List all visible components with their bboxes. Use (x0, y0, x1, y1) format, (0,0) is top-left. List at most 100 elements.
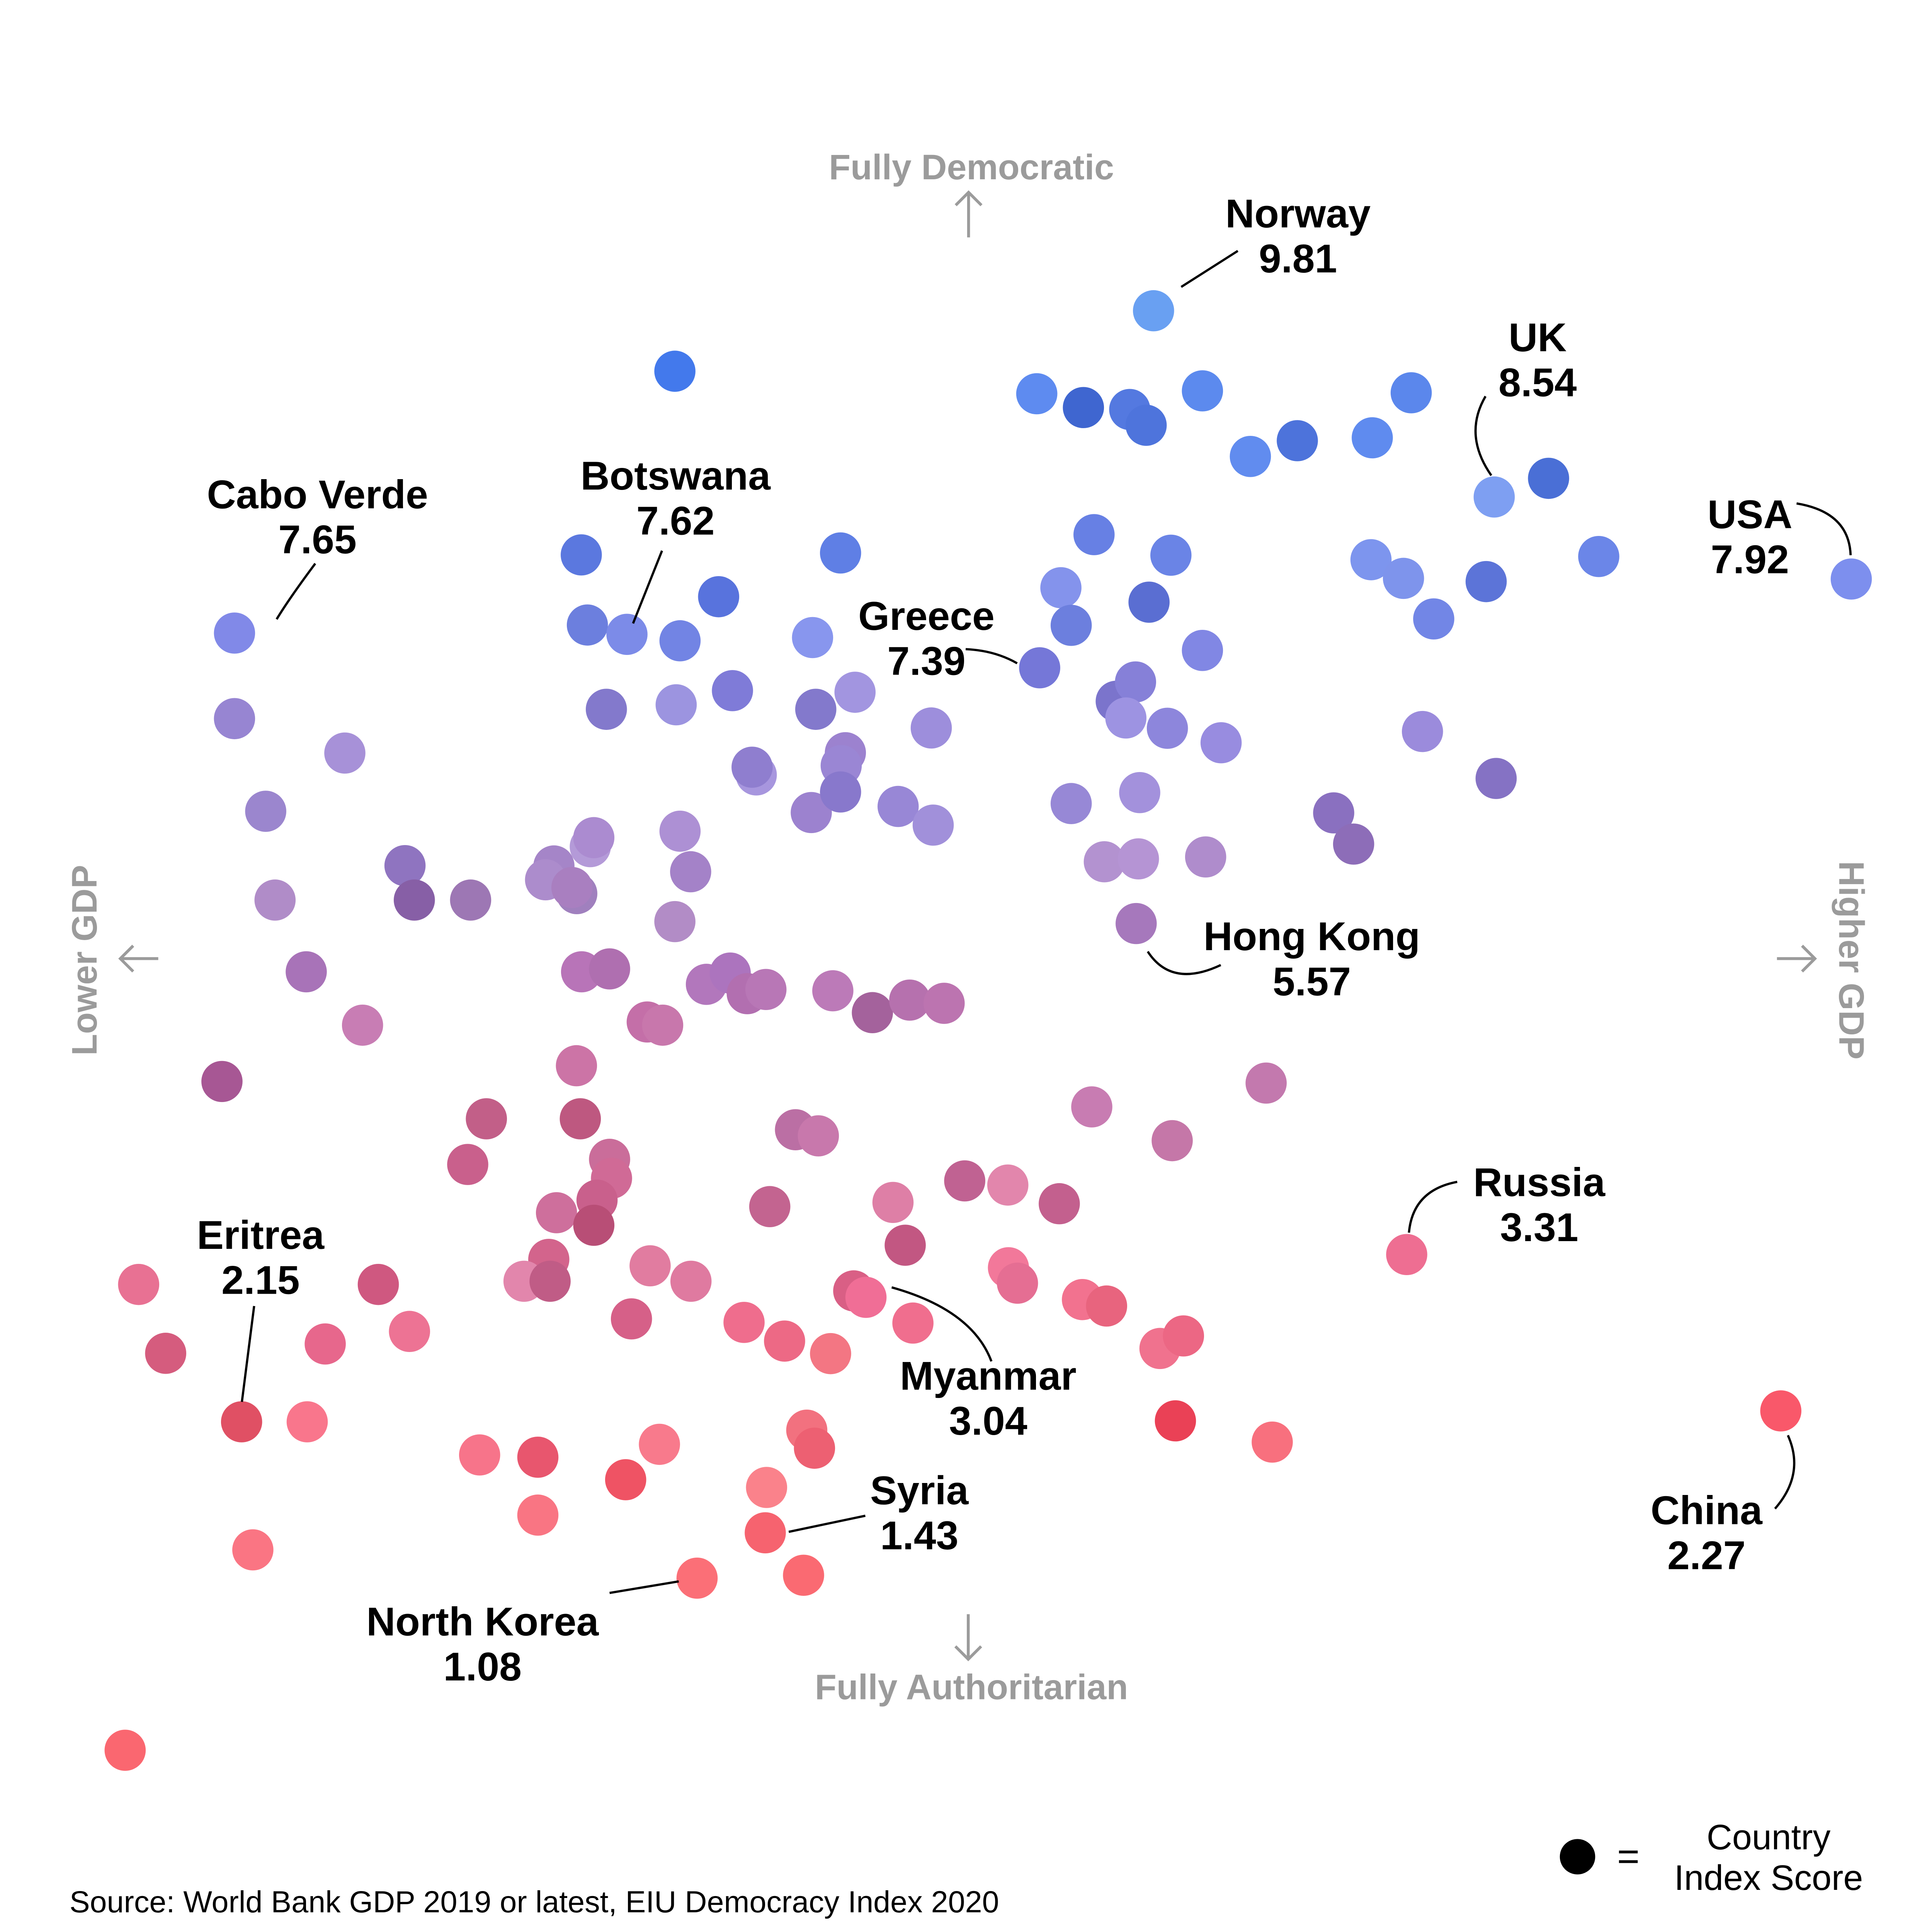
leader-line-cabo-verde (276, 563, 316, 620)
leader-line-north-korea (609, 1580, 679, 1594)
leader-line-greece (966, 648, 1018, 665)
country-dot (1760, 1390, 1802, 1432)
country-dot (745, 969, 787, 1010)
annotation-score-botswana: 7.62 (636, 499, 715, 544)
country-dot (529, 1260, 571, 1302)
country-dot (1128, 582, 1170, 623)
annotation-name-hong-kong: Hong Kong (1204, 914, 1420, 959)
annotation-name-norway: Norway (1225, 192, 1371, 236)
annotation-score-eritrea: 2.15 (221, 1258, 300, 1303)
country-dot (1163, 1315, 1204, 1357)
country-dot (560, 1098, 601, 1139)
country-dot (214, 698, 255, 740)
axis-arrow-higher-gdp-icon (1777, 944, 1817, 973)
country-dot (1277, 420, 1318, 461)
country-dot (639, 1423, 680, 1465)
country-dot (654, 350, 696, 392)
country-dot (1116, 903, 1157, 944)
country-dot (820, 532, 861, 574)
country-dot (1578, 536, 1619, 577)
country-dot (745, 1512, 786, 1554)
country-dot (605, 1459, 646, 1500)
source-note: Source: World Bank GDP 2019 or latest, E… (70, 1884, 999, 1919)
country-dot (997, 1262, 1038, 1304)
annotation-score-north-korea: 1.08 (443, 1645, 522, 1689)
country-dot (573, 1204, 615, 1246)
country-dot (1146, 707, 1188, 749)
country-dot (820, 771, 861, 813)
country-dot (342, 1004, 383, 1046)
leader-line-botswana (632, 550, 663, 624)
country-dot (712, 670, 753, 711)
country-dot (746, 1467, 787, 1508)
legend: = Country Index Score (1560, 1818, 1863, 1898)
country-dot (987, 1164, 1029, 1206)
country-dot (944, 1160, 985, 1202)
leader-line-myanmar (891, 1286, 993, 1362)
country-dot (723, 1302, 765, 1343)
country-dot (221, 1401, 262, 1442)
country-dot (892, 1302, 934, 1344)
country-dot (1083, 841, 1125, 883)
country-dot (698, 576, 740, 617)
annotation-leader-lines (241, 250, 1852, 1594)
country-dot (245, 791, 286, 832)
country-dot (629, 1245, 671, 1287)
country-dot (561, 534, 602, 576)
country-dot (884, 1225, 926, 1266)
country-dot (1230, 436, 1271, 477)
annotation-name-cabo-verde: Cabo Verde (207, 472, 428, 517)
country-dot (798, 1115, 839, 1156)
country-dot (1117, 838, 1159, 880)
country-dot (1413, 598, 1454, 640)
country-dot (1252, 1421, 1293, 1463)
country-dot (791, 792, 832, 833)
annotation-name-greece: Greece (858, 594, 995, 639)
country-dot (214, 612, 255, 654)
leader-line-eritrea (241, 1306, 255, 1402)
country-dot (1019, 647, 1060, 689)
country-dot (1830, 558, 1872, 600)
annotation-name-eritrea: Eritrea (197, 1213, 325, 1258)
axis-label-fully-authoritarian: Fully Authoritarian (815, 1667, 1128, 1707)
country-dot (1333, 823, 1374, 865)
country-dot (1125, 405, 1167, 446)
country-dot (783, 1554, 824, 1596)
country-dot (749, 1186, 791, 1227)
country-dot (450, 879, 492, 921)
country-dot (286, 1401, 328, 1442)
annotation-name-china: China (1651, 1488, 1763, 1533)
country-dot (731, 747, 773, 788)
country-dot (1185, 836, 1226, 878)
country-dot (659, 620, 701, 662)
axis-arrow-lower-gdp-icon (118, 944, 158, 973)
country-dot (585, 689, 627, 730)
country-dot (764, 1320, 805, 1362)
country-dot (606, 614, 648, 655)
country-dot (1071, 1086, 1112, 1128)
annotation-score-russia: 3.31 (1500, 1205, 1578, 1250)
country-dot (655, 684, 697, 726)
country-dot (573, 817, 615, 859)
country-dot (812, 970, 854, 1012)
annotation-name-russia: Russia (1473, 1160, 1605, 1205)
country-dot (1465, 561, 1507, 602)
annotation-name-myanmar: Myanmar (900, 1354, 1077, 1398)
country-dot (670, 851, 711, 893)
axis-label-higher-gdp: Higher GDP (1832, 861, 1871, 1060)
country-dot (201, 1061, 243, 1102)
country-dot (304, 1323, 346, 1365)
axis-label-fully-democratic: Fully Democratic (829, 148, 1114, 187)
country-dot (459, 1434, 500, 1476)
country-dot (810, 1333, 851, 1374)
legend-label-line1: Country (1707, 1818, 1831, 1857)
country-dot (1352, 417, 1393, 459)
legend-equals-sign: = (1617, 1835, 1639, 1878)
leader-line-china (1774, 1435, 1796, 1510)
country-dot (1200, 722, 1242, 764)
annotation-score-uk: 8.54 (1498, 361, 1577, 405)
country-dot (794, 1427, 835, 1469)
country-dot (324, 732, 366, 774)
country-dot (1016, 373, 1058, 415)
annotation-score-cabo-verde: 7.65 (278, 517, 357, 562)
